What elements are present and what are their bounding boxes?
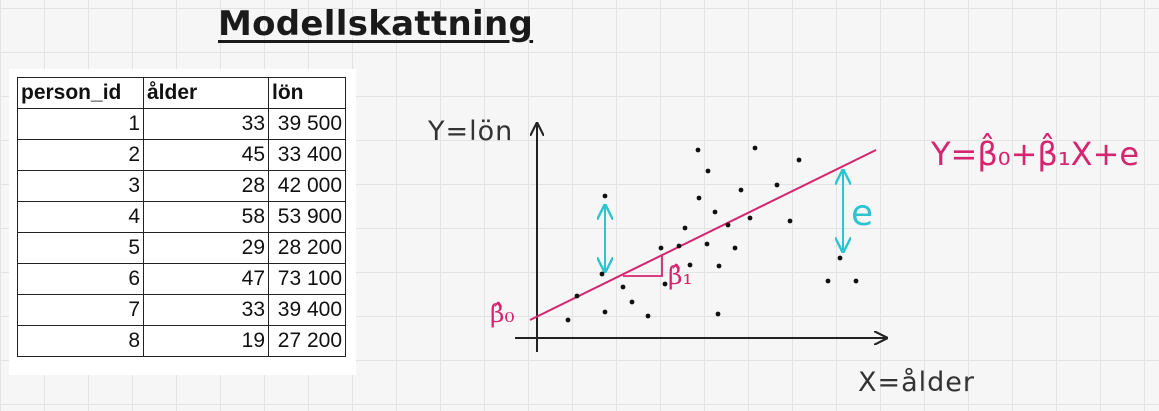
data-point bbox=[602, 193, 608, 199]
cell-lon: 27 200 bbox=[268, 325, 346, 357]
cell-person-id: 8 bbox=[17, 325, 144, 357]
data-point bbox=[725, 222, 731, 228]
data-point bbox=[825, 278, 831, 284]
data-point bbox=[716, 263, 722, 269]
data-point bbox=[715, 311, 721, 317]
data-point bbox=[658, 245, 664, 251]
cell-person-id: 2 bbox=[17, 139, 144, 171]
data-point bbox=[662, 281, 668, 287]
cell-lon: 39 400 bbox=[268, 294, 346, 326]
data-point bbox=[796, 157, 802, 163]
intercept-label: β̂₀ bbox=[490, 299, 514, 328]
data-point bbox=[599, 271, 605, 277]
data-point bbox=[695, 147, 701, 153]
regression-line bbox=[529, 149, 877, 321]
header-person-id: person_id bbox=[17, 77, 144, 109]
data-point bbox=[676, 243, 682, 249]
scatter-points bbox=[565, 145, 859, 323]
cell-alder: 58 bbox=[143, 201, 269, 233]
data-point bbox=[712, 209, 718, 215]
cell-lon: 28 200 bbox=[268, 232, 346, 264]
cell-alder: 33 bbox=[143, 108, 269, 140]
data-point bbox=[565, 317, 571, 323]
data-point bbox=[645, 313, 651, 319]
page-title: Modellskattning bbox=[218, 4, 534, 44]
table-row: 3 28 42 000 bbox=[17, 170, 346, 202]
data-point bbox=[853, 278, 859, 284]
data-point bbox=[602, 309, 608, 315]
data-point bbox=[738, 187, 744, 193]
cell-alder: 28 bbox=[143, 170, 269, 202]
data-point bbox=[682, 225, 688, 231]
cell-person-id: 5 bbox=[17, 232, 144, 264]
cell-lon: 42 000 bbox=[268, 170, 346, 202]
data-point bbox=[696, 195, 702, 201]
header-lon: lön bbox=[268, 77, 346, 109]
data-table-panel: person_id ålder lön 1 33 39 500 2 45 33 400 … bbox=[9, 69, 356, 375]
data-point bbox=[620, 284, 626, 290]
data-point bbox=[732, 245, 738, 251]
data-point bbox=[774, 182, 780, 188]
data-point bbox=[629, 299, 635, 305]
slope-triangle bbox=[623, 256, 663, 277]
data-point bbox=[747, 215, 753, 221]
data-point bbox=[787, 218, 793, 224]
data-point bbox=[705, 168, 711, 174]
x-axis-label: X=ålder bbox=[858, 367, 975, 398]
model-equation: Y=β̂₀+β̂₁X+e bbox=[930, 133, 1139, 173]
table-header-row: person_id ålder lön bbox=[17, 77, 346, 109]
table-row: 4 58 53 900 bbox=[17, 201, 346, 233]
cell-person-id: 3 bbox=[17, 170, 144, 202]
y-axis-label: Y=lön bbox=[427, 116, 513, 147]
table-row: 2 45 33 400 bbox=[17, 139, 346, 171]
slope-label: β̂₁ bbox=[668, 261, 692, 290]
cell-lon: 73 100 bbox=[268, 263, 346, 295]
table-row: 5 29 28 200 bbox=[17, 232, 346, 264]
data-table: person_id ålder lön 1 33 39 500 2 45 33 400 … bbox=[17, 77, 346, 357]
data-point bbox=[704, 241, 710, 247]
cell-lon: 53 900 bbox=[268, 201, 346, 233]
cell-lon: 33 400 bbox=[268, 139, 346, 171]
residual-label: e bbox=[851, 193, 873, 234]
cell-alder: 47 bbox=[143, 263, 269, 295]
table-row: 7 33 39 400 bbox=[17, 294, 346, 326]
data-point bbox=[837, 255, 843, 261]
data-point bbox=[752, 145, 758, 151]
cell-lon: 39 500 bbox=[268, 108, 346, 140]
table-row: 1 33 39 500 bbox=[17, 108, 346, 140]
data-point bbox=[687, 262, 693, 268]
cell-alder: 45 bbox=[143, 139, 269, 171]
table-row: 8 19 27 200 bbox=[17, 325, 346, 357]
table-row: 6 47 73 100 bbox=[17, 263, 346, 295]
data-point bbox=[574, 293, 580, 299]
cell-alder: 19 bbox=[143, 325, 269, 357]
